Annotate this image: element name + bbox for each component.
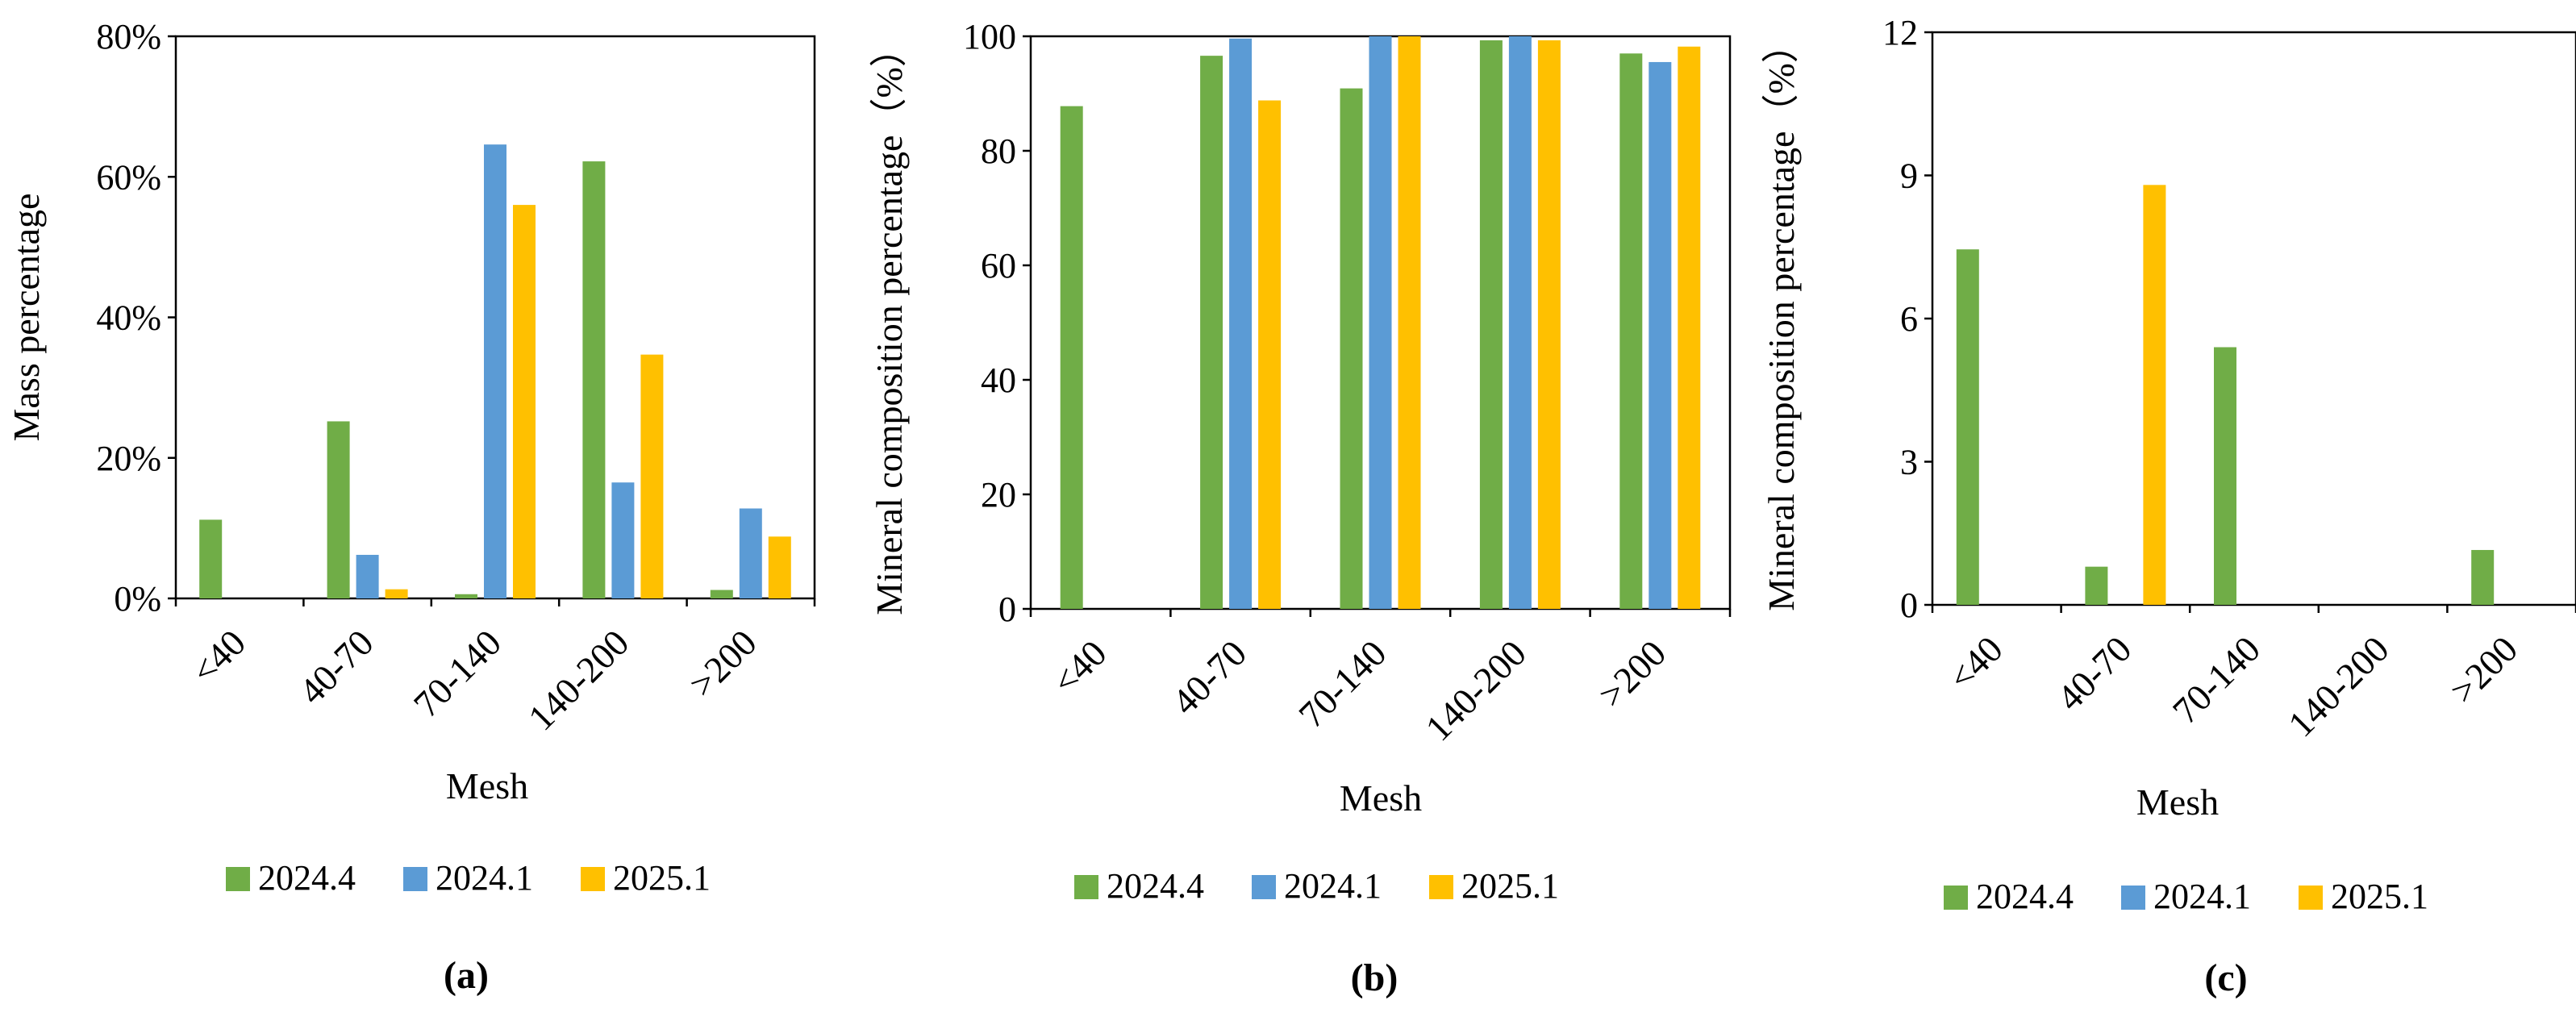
- legend-swatch-2025.1: [581, 867, 605, 891]
- y-tick-label: 80: [981, 131, 1016, 171]
- chart-panel-1: 0% 20% 40% 60% 80% <40 40-70 70-140 140-200 >200 M…: [6, 17, 816, 997]
- x-tick-label: 40-70: [291, 622, 381, 712]
- bar-2024.4->200: [710, 590, 733, 598]
- bar-2025.1-70-140: [513, 205, 536, 598]
- bar-2025.1-40-70: [2143, 185, 2166, 606]
- legend-label: 2024.4: [1107, 866, 1204, 906]
- y-tick-label: 20: [981, 475, 1016, 515]
- bar-2024.4-<40: [199, 519, 223, 598]
- legend-swatch-2025.1: [1429, 875, 1453, 899]
- bar-2025.1-40-70: [1258, 100, 1282, 609]
- bar-2025.1-40-70: [385, 589, 408, 598]
- bar-2024.4-70-140: [2214, 347, 2236, 605]
- x-tick-label: >200: [1590, 632, 1674, 715]
- legend: 2024.4 2024.1 2025.1: [226, 858, 711, 898]
- bar-2024.1-140-200: [1508, 36, 1532, 609]
- legend-swatch-2024.4: [226, 867, 250, 891]
- x-tick-label: 140-200: [2280, 628, 2396, 744]
- legend: 2024.4 2024.1 2025.1: [1944, 877, 2428, 916]
- bar-2025.1-140-200: [1537, 40, 1561, 610]
- bar-2024.1-40-70: [1229, 38, 1253, 609]
- legend-swatch-2024.1: [403, 867, 427, 891]
- y-tick-label: 6: [1900, 299, 1918, 339]
- x-tick-label: <40: [1044, 632, 1115, 702]
- bar-2024.1-70-140: [1369, 36, 1392, 609]
- x-tick-label: 140-200: [520, 622, 636, 738]
- y-tick-label: 80%: [96, 17, 161, 56]
- plot-frame: [1931, 31, 2576, 606]
- bar-2025.1->200: [1678, 46, 1701, 609]
- x-axis-label: Mesh: [446, 765, 528, 806]
- bar-2024.1->200: [739, 508, 762, 598]
- y-tick-label: 60: [981, 246, 1016, 285]
- y-tick-label: 3: [1900, 443, 1918, 482]
- legend-label: 2024.1: [436, 858, 533, 898]
- legend-swatch-2025.1: [2299, 886, 2323, 910]
- bar-2025.1-140-200: [640, 354, 664, 598]
- legend: 2024.4 2024.1 2025.1: [1074, 866, 1559, 906]
- bar-2024.4-70-140: [455, 594, 477, 598]
- bar-2025.1->200: [768, 536, 791, 598]
- x-axis-label: Mesh: [1340, 777, 1422, 819]
- panel-label: (a): [444, 954, 489, 997]
- y-tick-label: 12: [1882, 13, 1918, 52]
- bar-2024.4-40-70: [1200, 56, 1223, 609]
- legend-swatch-2024.1: [1252, 875, 1276, 899]
- y-tick-label: 0: [998, 590, 1016, 629]
- y-axis-label: Mineral composition percentage（%）: [869, 30, 910, 615]
- panel-label: (b): [1351, 956, 1398, 999]
- x-axis-label: Mesh: [2136, 781, 2219, 823]
- x-tick-label: 70-140: [2165, 628, 2268, 731]
- chart-panel-3: 0 3 6 9 12 <40 40-70 70-140 140-200 >200 Mesh Miner…: [1761, 13, 2576, 999]
- x-tick-label: 40-70: [2049, 628, 2140, 719]
- bar-2024.4->200: [2471, 549, 2495, 605]
- bar-2025.1-70-140: [1398, 36, 1421, 609]
- x-tick-label: 40-70: [1164, 632, 1254, 723]
- x-tick-label: 140-200: [1417, 632, 1533, 748]
- x-tick-label: <40: [183, 622, 253, 692]
- y-tick-label: 100: [963, 17, 1016, 56]
- y-tick-label: 40%: [96, 298, 161, 338]
- x-tick-label: <40: [1940, 628, 2011, 698]
- legend-label: 2025.1: [613, 858, 711, 898]
- x-tick-label: >200: [682, 622, 765, 705]
- y-tick-label: 20%: [96, 439, 161, 478]
- x-tick-label: 70-140: [406, 622, 509, 725]
- legend-label: 2024.4: [1976, 877, 2074, 916]
- legend-swatch-2024.1: [2121, 886, 2145, 910]
- y-axis-label: Mass percentage: [6, 194, 47, 442]
- y-tick-label: 40: [981, 360, 1016, 400]
- bar-2024.4-70-140: [1340, 88, 1363, 610]
- x-tick-label: 70-140: [1290, 632, 1394, 736]
- bar-2024.4-40-70: [327, 421, 350, 598]
- bar-2024.1->200: [1649, 61, 1672, 609]
- bar-2024.4-140-200: [1479, 40, 1503, 610]
- bar-2024.4-40-70: [2085, 566, 2108, 605]
- y-tick-label: 60%: [96, 157, 161, 197]
- y-tick-label: 9: [1900, 156, 1918, 196]
- legend-swatch-2024.4: [1074, 875, 1098, 899]
- panel-label: (c): [2204, 956, 2247, 999]
- bar-2024.4->200: [1619, 53, 1643, 610]
- legend-label: 2024.1: [2153, 877, 2251, 916]
- x-tick-label: >200: [2442, 628, 2525, 711]
- legend-swatch-2024.4: [1944, 886, 1968, 910]
- legend-label: 2024.4: [258, 858, 356, 898]
- y-tick-label: 0: [1900, 586, 1918, 625]
- y-axis-label: Mineral composition percentage（%）: [1761, 26, 1802, 611]
- bar-2024.1-70-140: [484, 144, 506, 599]
- bar-2024.1-140-200: [611, 482, 635, 598]
- bar-2024.1-40-70: [356, 554, 379, 598]
- chart-panel-2: 0 20 40 60 80 100 <40 40-70 70-140 140-200 >200 Mes…: [869, 17, 1732, 999]
- legend-label: 2024.1: [1284, 866, 1382, 906]
- bar-2024.4-<40: [1956, 249, 1979, 605]
- bar-2024.4-<40: [1060, 106, 1083, 609]
- legend-label: 2025.1: [2331, 877, 2428, 916]
- bar-2024.4-140-200: [582, 161, 606, 598]
- y-tick-label: 0%: [114, 579, 161, 619]
- legend-label: 2025.1: [1461, 866, 1559, 906]
